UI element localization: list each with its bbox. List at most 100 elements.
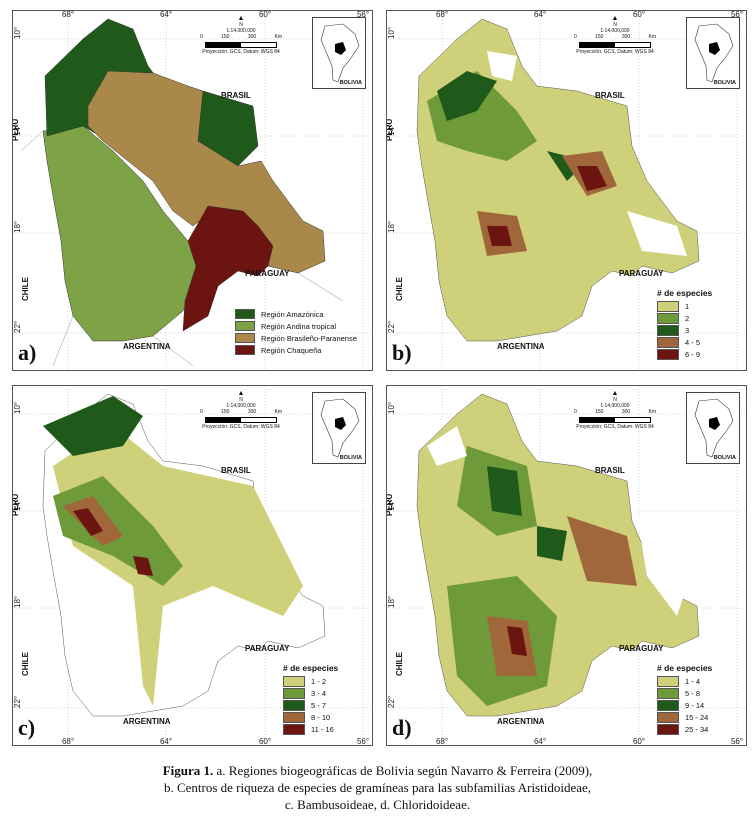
label-brasil: BRASIL — [221, 91, 251, 100]
label-brasil: BRASIL — [595, 91, 625, 100]
richness-5-7 — [43, 396, 143, 456]
label-argentina: ARGENTINA — [497, 342, 545, 351]
map-panel-c: 68° 64° 60° 56° 10° 14° 18° 22° BRASIL P… — [12, 385, 373, 746]
label-paraguay: PARAGUAY — [619, 644, 664, 653]
no-data-white — [427, 426, 687, 616]
lat-tick: 22° — [13, 695, 22, 708]
lat-tick: 18° — [13, 220, 22, 233]
legend-item: 5 - 8 — [657, 687, 712, 699]
legend-item: 6 - 9 — [657, 348, 712, 360]
label-paraguay: PARAGUAY — [619, 269, 664, 278]
lon-tick: 68° — [61, 10, 75, 19]
caption-line-1: a. Regiones biogeográficas de Bolivia se… — [213, 763, 593, 778]
south-america-icon — [320, 23, 360, 83]
caption-figure-number: Figura 1. — [162, 763, 214, 778]
richness-9-14 — [487, 466, 567, 561]
north-arrow-icon: ▲ — [611, 390, 619, 397]
caption-line-3: c. Bambusoideae, d. Chloridoideae. — [284, 797, 471, 812]
lon-tick: 64° — [159, 737, 173, 746]
lat-tick: 18° — [387, 595, 396, 608]
south-america-icon — [320, 398, 360, 458]
scale-bar — [205, 42, 277, 48]
lon-tick: 60° — [258, 10, 272, 19]
lat-tick: 10° — [13, 26, 22, 39]
label-peru: PERU — [12, 493, 20, 516]
legend-item: 2 — [657, 312, 712, 324]
richness-3 — [437, 71, 587, 181]
lat-tick: 22° — [13, 320, 22, 333]
panel-letter: a) — [18, 340, 37, 365]
legend-regions: Región Amazónica Región Andina tropical … — [235, 308, 357, 356]
lon-tick: 60° — [632, 10, 646, 19]
label-chile: CHILE — [395, 652, 404, 676]
scale-ratio: 1:14,000,000 — [226, 28, 256, 34]
locator-inset: BOLIVIA — [686, 392, 740, 464]
legend-item: 11 - 16 — [283, 723, 338, 735]
label-argentina: ARGENTINA — [123, 717, 171, 726]
map-panel-b: 68° 64° 60° 56° 10° 14° 18° 22° BRASIL P… — [386, 10, 747, 371]
label-paraguay: PARAGUAY — [245, 269, 290, 278]
legend-item: Región Andina tropical — [235, 320, 357, 332]
legend-species-c: # de especies 1 - 2 3 - 4 5 - 7 8 - 10 1… — [283, 663, 339, 735]
caption-line-2: b. Centros de riqueza de especies de gra… — [163, 780, 592, 795]
lat-tick: 18° — [13, 595, 22, 608]
label-peru: PERU — [12, 118, 20, 141]
richness-15-24 — [487, 516, 637, 676]
label-argentina: ARGENTINA — [123, 342, 171, 351]
inset-label-bolivia: BOLIVIA — [339, 80, 362, 86]
no-data-white — [487, 51, 687, 256]
lat-tick: 22° — [387, 320, 396, 333]
label-chile: CHILE — [21, 277, 30, 301]
scale-box: ▲ N 1:14,000,000 0 150 300 Km Proyección: G… — [191, 390, 291, 448]
label-brasil: BRASIL — [221, 466, 251, 475]
scale-box: ▲ N 1:14,000,000 0 150 300 Km Proyección: G… — [191, 15, 291, 73]
scale-box: ▲ N 1:14,000,000 0 150 300 Km Proyección: G… — [565, 15, 665, 73]
lon-tick: 68° — [435, 737, 449, 746]
lat-tick: 18° — [387, 220, 396, 233]
map-panel-a: 68° 64° 60° 56° 10° 14° 18° 22° BRASIL P… — [12, 10, 373, 371]
panel-letter: b) — [392, 340, 412, 365]
label-peru: PERU — [386, 118, 394, 141]
north-arrow-icon: ▲ — [237, 390, 245, 397]
lat-tick: 10° — [387, 401, 396, 414]
legend-item: 1 — [657, 300, 712, 312]
scale-bar — [579, 42, 651, 48]
label-brasil: BRASIL — [595, 466, 625, 475]
label-paraguay: PARAGUAY — [245, 644, 290, 653]
label-chile: CHILE — [395, 277, 404, 301]
lat-tick: 10° — [387, 26, 396, 39]
lat-tick: 22° — [387, 695, 396, 708]
locator-inset: BOLIVIA — [686, 17, 740, 89]
south-america-icon — [694, 398, 734, 458]
legend-species-d: # de especies 1 - 4 5 - 8 9 - 14 15 - 24… — [657, 663, 713, 735]
north-label: N — [239, 22, 243, 28]
legend-item: 9 - 14 — [657, 699, 712, 711]
map-d-svg — [387, 386, 746, 745]
richness-11-16 — [73, 508, 153, 576]
scale-bar — [579, 417, 651, 423]
lon-tick: 60° — [632, 737, 646, 746]
north-arrow-icon: ▲ — [237, 15, 245, 22]
projection-text: Proyección: GCS, Datum: WGS 84 — [202, 49, 280, 55]
panel-letter: d) — [392, 715, 412, 740]
country-borders — [20, 130, 344, 367]
legend-item: Región Brasileño-Paranense — [235, 332, 357, 344]
legend-item: 15 - 24 — [657, 711, 712, 723]
lon-tick: 64° — [533, 10, 547, 19]
label-argentina: ARGENTINA — [497, 717, 545, 726]
lon-tick: 68° — [61, 737, 75, 746]
lon-tick: 60° — [258, 737, 272, 746]
richness-25-34 — [507, 626, 527, 656]
label-peru: PERU — [386, 493, 394, 516]
legend-item: 3 - 4 — [283, 687, 338, 699]
legend-item: 25 - 34 — [657, 723, 712, 735]
scale-bar — [205, 417, 277, 423]
lon-tick: 68° — [435, 10, 449, 19]
richness-6-9 — [487, 166, 607, 246]
lon-tick: 56° — [356, 10, 370, 19]
legend-item: 8 - 10 — [283, 711, 338, 723]
legend-item: Región Amazónica — [235, 308, 357, 320]
map-c-svg — [13, 386, 372, 745]
lon-tick: 56° — [730, 737, 744, 746]
lat-tick: 10° — [13, 401, 22, 414]
